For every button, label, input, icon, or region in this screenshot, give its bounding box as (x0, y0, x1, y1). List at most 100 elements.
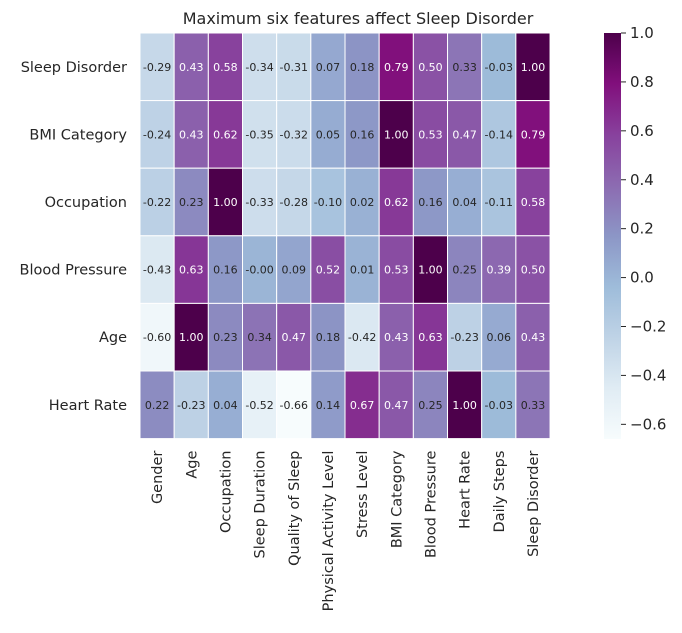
cell-value-label: 0.04 (452, 196, 477, 209)
chart-title: Maximum six features affect Sleep Disord… (183, 9, 534, 28)
heatmap-cell (344, 302, 380, 372)
colorbar-tick-label: −0.6 (630, 415, 666, 433)
heatmap-cell (378, 100, 414, 169)
heatmap-cell (173, 370, 209, 440)
cell-value-label: 0.18 (350, 61, 375, 74)
cell-value-label: -0.52 (245, 399, 273, 412)
cell-value-label: -0.14 (485, 128, 513, 141)
heatmap-cell (139, 370, 175, 440)
cell-value-label: 0.62 (213, 128, 238, 141)
y-tick-label: BMI Category (29, 127, 127, 143)
colorbar-tick-label: −0.2 (630, 317, 666, 335)
heatmap-cell (173, 302, 209, 372)
y-axis-tick-labels: Sleep Disorder BMI Category Occupation Bloo… (20, 60, 128, 414)
cell-value-label: 1.00 (384, 128, 409, 141)
heatmap-cell (310, 235, 346, 304)
cell-value-label: 0.05 (316, 128, 341, 141)
cell-value-label: -0.35 (245, 128, 273, 141)
cell-value-label: 0.53 (384, 264, 409, 277)
heatmap-cell (412, 235, 449, 304)
cell-value-label: 0.52 (316, 264, 341, 277)
cell-value-label: 0.79 (521, 128, 546, 141)
cell-value-label: 0.50 (418, 61, 443, 74)
cell-value-label: -0.03 (485, 61, 513, 74)
colorbar-tick-label: 1.0 (630, 24, 654, 42)
heatmap-cell (515, 32, 551, 102)
cell-value-label: -0.24 (143, 128, 171, 141)
cell-value-label: 0.04 (213, 399, 238, 412)
heatmap-cell (344, 100, 380, 169)
cell-value-label: -0.11 (485, 196, 513, 209)
cell-value-label: 0.53 (418, 128, 443, 141)
heatmap-cell (207, 302, 244, 372)
cell-value-label: 1.00 (179, 331, 204, 344)
cell-value-label: 0.23 (213, 331, 238, 344)
cell-value-label: 0.67 (350, 399, 375, 412)
heatmap-cell (173, 100, 209, 169)
cell-value-label: 1.00 (418, 264, 443, 277)
x-tick-label: Age (184, 451, 200, 479)
heatmap-cell (447, 235, 483, 304)
x-tick-label: Blood Pressure (423, 451, 439, 559)
heatmap-cells: -0.29 0.43 0.58 -0.34 -0.31 0.07 0.18 0.79 0.50 0… (139, 32, 551, 440)
colorbar-tick-label: 0.4 (630, 171, 654, 189)
colorbar-tick-label: 0.0 (630, 269, 654, 287)
cell-value-label: -0.29 (143, 61, 171, 74)
cell-value-label: -0.34 (245, 61, 273, 74)
cell-value-label: 0.02 (350, 196, 375, 209)
cell-value-label: 0.22 (145, 399, 170, 412)
cell-value-label: 0.33 (452, 61, 477, 74)
cell-value-label: -0.03 (485, 399, 513, 412)
cell-value-label: -0.23 (177, 399, 205, 412)
y-tick-label: Heart Rate (49, 398, 127, 414)
heatmap-cell (515, 100, 551, 169)
heatmap-cell (344, 235, 380, 304)
heatmap-cell (310, 32, 346, 102)
y-tick-label: Sleep Disorder (21, 60, 127, 76)
heatmap-cell (378, 32, 414, 102)
cell-value-label: 0.06 (487, 331, 512, 344)
cell-value-label: -0.43 (143, 264, 171, 277)
heatmap-cell (139, 302, 175, 372)
cell-value-label: 0.47 (452, 128, 477, 141)
heatmap-cell (207, 167, 244, 237)
heatmap-cell (515, 167, 551, 237)
cell-value-label: -0.23 (450, 331, 478, 344)
heatmap-cell (173, 32, 209, 102)
cell-value-label: 0.43 (384, 331, 409, 344)
cell-value-label: -0.33 (245, 196, 273, 209)
heatmap-cell (344, 167, 380, 237)
cell-value-label: 0.63 (418, 331, 443, 344)
cell-value-label: 0.79 (384, 61, 409, 74)
colorbar-tick-label: −0.4 (630, 366, 666, 384)
cell-value-label: 0.33 (521, 399, 546, 412)
cell-value-label: 0.39 (487, 264, 512, 277)
cell-value-label: 0.23 (179, 196, 204, 209)
heatmap-cell (310, 370, 346, 440)
cell-value-label: 0.58 (213, 61, 238, 74)
cell-value-label: 0.09 (282, 264, 307, 277)
cell-value-label: 0.58 (521, 196, 546, 209)
heatmap-cell (447, 32, 483, 102)
cell-value-label: -0.00 (245, 264, 273, 277)
heatmap-cell (378, 302, 414, 372)
cell-value-label: 0.25 (418, 399, 443, 412)
cell-value-label: 0.25 (452, 264, 477, 277)
cell-value-label: -0.28 (280, 196, 308, 209)
heatmap-cell (242, 100, 278, 169)
colorbar-tick-label: 0.2 (630, 220, 654, 238)
cell-value-label: 0.14 (316, 399, 341, 412)
heatmap-cell (412, 100, 449, 169)
cell-value-label: 0.47 (384, 399, 409, 412)
cell-value-label: 0.18 (316, 331, 341, 344)
heatmap-cell (276, 302, 312, 372)
heatmap-cell (515, 370, 551, 440)
heatmap-cell (310, 302, 346, 372)
x-tick-label: Occupation (218, 451, 234, 533)
cell-value-label: -0.60 (143, 331, 171, 344)
heatmap-cell (378, 370, 414, 440)
heatmap-cell (310, 100, 346, 169)
cell-value-label: 0.16 (418, 196, 443, 209)
